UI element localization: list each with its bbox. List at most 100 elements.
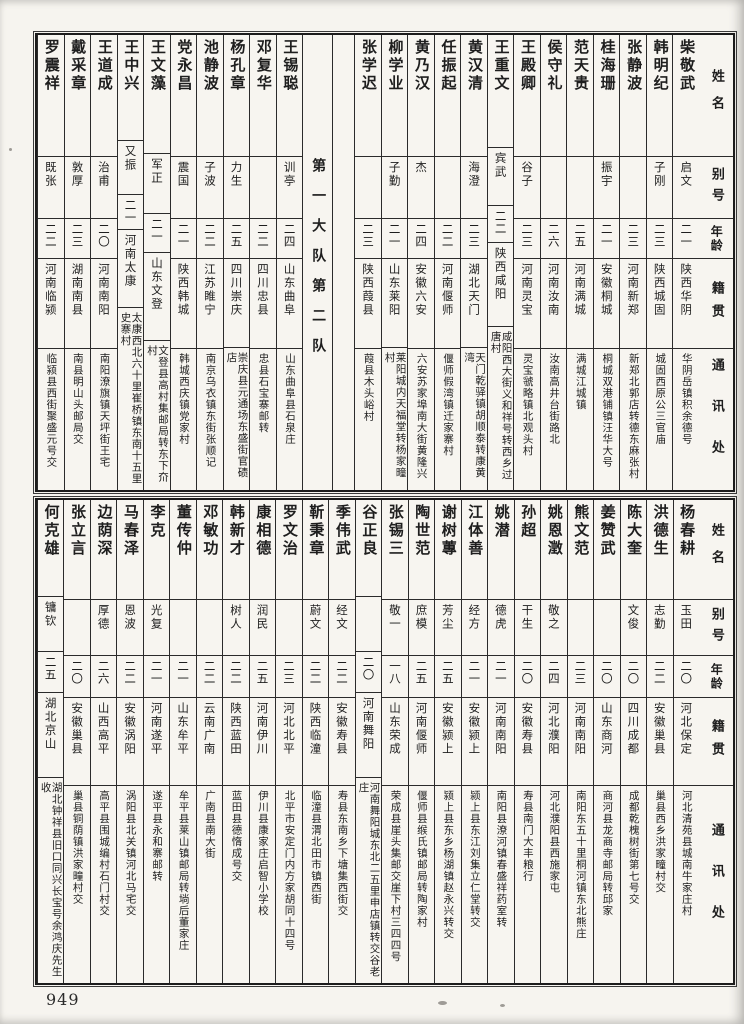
person-name: 罗文治: [276, 500, 302, 600]
person-age-text: 二三: [520, 223, 535, 248]
person-column: 范天贵 二五 河南满城 满城江城镇: [566, 35, 593, 490]
person-column: 韩明纪 子刚 二三 陕西城固 城固西原公三官庙: [645, 35, 673, 490]
person-native-text: 河南灵宝: [520, 263, 535, 317]
person-alias-text: 干生: [520, 604, 535, 631]
person-column: 邓敏功 二二 云南广南 广南县南大街: [195, 500, 223, 983]
person-column: 季伟武 经文 二二 安徽寿县 寿县东南乡下塘集西街交: [328, 500, 355, 983]
person-alias: [170, 600, 196, 656]
person-native-text: 河南太康: [123, 233, 138, 288]
header-address-text: 通讯处: [708, 358, 724, 481]
person-alias-text: 震国: [176, 161, 191, 188]
person-name: 张锡三: [382, 500, 408, 600]
person-native-text: 河南偃师: [414, 702, 429, 756]
person-native: 山东商河: [594, 698, 620, 786]
person-column: 姚潜 德虎 二一 河南南阳 南阳县潦河镇春盛祥药室转: [487, 500, 514, 983]
person-address: 临潼县渭北田市镇西街: [303, 786, 328, 983]
person-native: 陕西蓝田: [223, 698, 249, 786]
person-name: 谷正良: [355, 500, 382, 598]
person-alias-text: 蔚文: [308, 604, 323, 631]
person-alias: [250, 157, 276, 219]
person-alias: [620, 157, 646, 219]
person-native-text: 安徽寿县: [520, 702, 535, 756]
person-address-text: 蓝田县德惰成号交: [230, 790, 243, 882]
person-alias-text: 既张: [43, 161, 58, 188]
person-address-text: 偃师假湾镇迁家寨村: [442, 353, 455, 457]
person-name: 姜赞武: [594, 500, 620, 600]
person-alias: 镛钦: [37, 597, 64, 652]
person-age: 二一: [143, 656, 170, 698]
person-native: 河南南阳: [91, 259, 117, 349]
person-address-text: 城固西原公三官庙: [654, 353, 667, 445]
person-age: 二五: [435, 656, 461, 698]
person-native: 安徽涡阳: [117, 698, 143, 786]
person-name: 洪德生: [647, 500, 673, 600]
person-alias: 干生: [514, 600, 541, 656]
person-name: 孙超: [514, 500, 541, 600]
person-native-text: 陕西蓝田: [229, 702, 244, 756]
header-name: 姓名: [699, 500, 733, 600]
person-alias: 力生: [223, 157, 250, 219]
person-alias: 谷子: [514, 157, 540, 219]
header-address: 通讯处: [699, 786, 733, 983]
person-age: 二二: [302, 656, 329, 698]
person-address-text: 荣成县崖头集邮交崖下村三四四号: [389, 790, 402, 963]
header-name: 姓名: [699, 35, 733, 157]
person-age-text: 二三: [70, 223, 85, 248]
person-column: 谢树蓴 芳尘 二五 安徽颍上 颍上县东乡杨湖镇赵永兴转交: [434, 500, 461, 983]
person-age: 二二: [329, 656, 355, 698]
person-name: 黄汉清: [461, 35, 487, 157]
person-column: 戴采章 敦厚 二三 湖南南县 南县明山头邮局交: [63, 35, 91, 490]
person-native-text: 陕西葭县: [361, 263, 376, 317]
person-alias-text: 志勤: [652, 604, 667, 631]
person-age: 二六: [540, 219, 567, 259]
person-address-text: 高平县围城编村石门村交: [98, 790, 111, 917]
person-native-text: 安徽桐城: [599, 263, 614, 317]
person-alias: 经文: [329, 600, 355, 656]
person-name-text: 邓复华: [254, 39, 273, 93]
person-name: 熊文范: [567, 500, 594, 600]
person-native: 山东荣成: [382, 698, 408, 786]
person-name: 张立言: [64, 500, 90, 600]
person-address: 南阳东五十里桐河镇东北熊庄: [568, 786, 593, 983]
person-native-text: 河南南阳: [493, 702, 508, 756]
person-address: 河北清苑县城南牛家庄村: [674, 786, 699, 983]
person-name-text: 马春泽: [121, 504, 140, 558]
person-alias: [567, 600, 594, 656]
person-alias-text: 玉田: [679, 604, 694, 631]
person-native: 河南偃师: [434, 259, 461, 349]
person-native-text: 山东莱阳: [387, 262, 402, 317]
person-native: 河南新郑: [620, 259, 646, 349]
person-name-text: 戴采章: [69, 39, 88, 93]
person-native: 陕西韩城: [170, 259, 197, 349]
person-name-text: 柴敬武: [678, 39, 697, 93]
person-native: 陕西临潼: [302, 698, 329, 786]
person-address-text: 南阳县潦河镇春盛祥药室转: [495, 790, 508, 928]
person-age-text: 二二: [123, 660, 138, 685]
person-column: 陶世范 庶模 二五 河南偃师 偃师县缑氏镇邮局转陶家村: [407, 500, 435, 983]
person-column: 靳秉章 蔚文 二二 陕西临潼 临潼县渭北田市镇西街: [301, 500, 329, 983]
person-native: 安徽颍上: [435, 698, 461, 786]
person-name: 边荫深: [90, 500, 117, 600]
person-native: 安徽巢县: [64, 698, 90, 786]
person-name-text: 姚潜: [492, 504, 511, 540]
person-column: 任振起 二二 河南偃师 偃师假湾镇迁家寨村: [433, 35, 461, 490]
person-alias: 启文: [673, 157, 699, 219]
person-address-text: 文登县高村集邮局转东下夼村: [145, 344, 169, 483]
person-alias-text: 德虎: [493, 604, 508, 631]
person-name-text: 党永昌: [175, 39, 194, 93]
person-address: 巢县铜荫镇洪家疃村交: [64, 786, 89, 983]
person-alias-text: 经文: [334, 604, 349, 631]
roster-table-bottom: 姓名 别号 年龄 籍贯 通讯处 杨春耕 玉田 二〇 河北保定 河北清苑县城南牛家庄村 洪德生 志勤 二二…: [33, 496, 737, 987]
person-native: 江苏睢宁: [197, 259, 223, 349]
person-column: 康相德 润民 二五 河南伊川 伊川县康家庄启智小学校: [248, 500, 276, 983]
header-alias-text: 别号: [708, 166, 724, 209]
person-name-text: 李克: [148, 504, 167, 540]
person-age: 二四: [408, 219, 434, 259]
person-alias-text: 力生: [229, 160, 244, 188]
person-native: 陕西葭县: [355, 259, 381, 349]
person-address: 六安苏家埠南大街黄隆兴: [408, 349, 434, 490]
person-native: 安徽桐城: [593, 259, 620, 349]
person-name-text: 张锡三: [386, 504, 405, 558]
person-alias-text: 厚德: [96, 604, 111, 631]
person-native: 四川成都: [620, 698, 647, 786]
